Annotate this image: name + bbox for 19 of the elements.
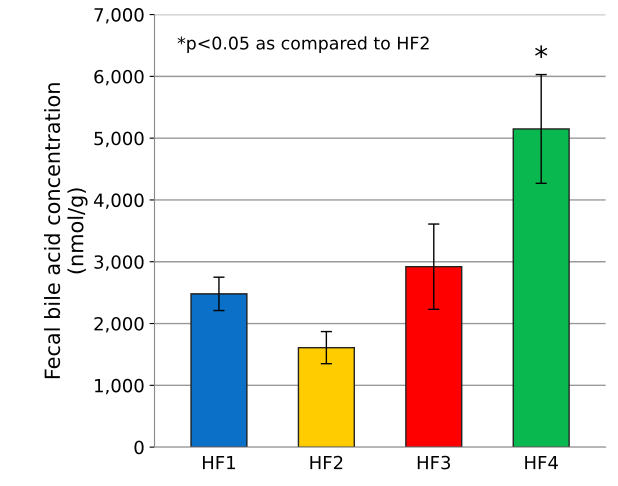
y-tick-label: 1,000 xyxy=(95,378,144,394)
y-tick-label: 2,000 xyxy=(94,316,144,332)
y-tick-label: 5,000 xyxy=(94,132,144,148)
y-tick-label: 3,000 xyxy=(94,255,144,271)
bar xyxy=(512,128,570,448)
y-axis-title: Fecal bile acid concentration (nmol/g) xyxy=(44,83,88,378)
y-tick-label: 6,000 xyxy=(94,70,144,86)
annotation: *p<0.05 as compared to HF2 xyxy=(178,36,429,54)
annotation: * xyxy=(535,45,548,58)
bar xyxy=(298,346,355,448)
y-tick-label: 7,000 xyxy=(94,8,144,24)
bar xyxy=(405,266,462,448)
x-tick-label: HF2 xyxy=(310,456,342,470)
x-tick-label: HF3 xyxy=(418,456,450,470)
bar xyxy=(190,293,248,448)
x-tick-label: HF4 xyxy=(525,456,558,470)
y-tick-label: 4,000 xyxy=(94,193,144,209)
y-tick-label: 0 xyxy=(134,440,144,454)
x-tick-label: HF1 xyxy=(202,456,236,470)
